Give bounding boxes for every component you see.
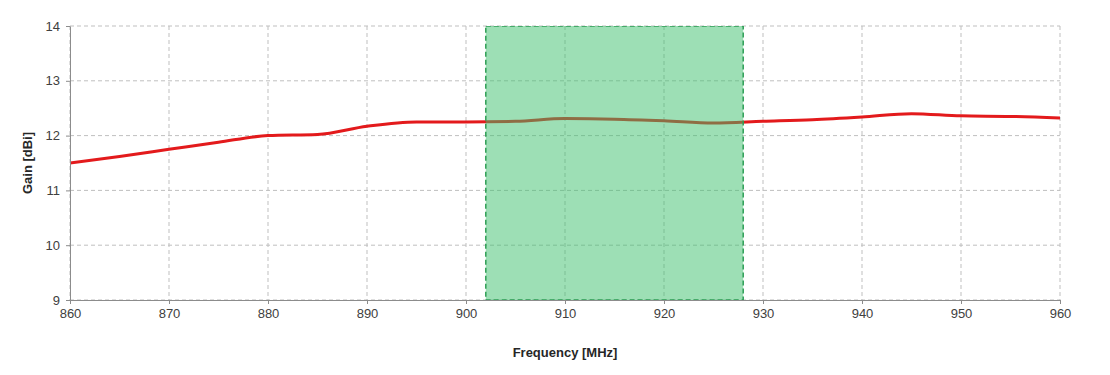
x-grid-line (763, 26, 764, 300)
x-tick: 860 (60, 300, 82, 321)
x-tick-label: 870 (159, 306, 181, 321)
x-tick-label: 880 (258, 306, 280, 321)
y-tick-mark (66, 190, 70, 191)
marks (70, 26, 1060, 300)
plot-area: 8608708808909009109209309409509609101112… (46, 19, 1072, 322)
y-axis-line (70, 27, 71, 301)
y-tick-label: 10 (46, 238, 60, 253)
x-tick-mark (268, 300, 269, 304)
x-tick: 940 (852, 300, 874, 321)
chart: 8608708808909009109209309409509609101112… (0, 0, 1110, 375)
x-tick-mark (367, 300, 368, 304)
x-tick: 900 (456, 300, 478, 321)
y-tick: 14 (46, 19, 70, 34)
x-tick: 910 (555, 300, 577, 321)
y-tick-mark (66, 81, 70, 82)
x-tick-mark (961, 300, 962, 304)
y-tick-label: 14 (46, 19, 60, 34)
y-tick: 12 (46, 128, 70, 143)
y-tick: 10 (46, 238, 70, 253)
y-tick-mark (66, 245, 70, 246)
x-grid-line (961, 26, 962, 300)
x-axis: 860 870 880 890 900 910 920 930 940 950 960 (60, 300, 1072, 321)
x-grid-line (367, 26, 368, 300)
x-tick: 920 (654, 300, 676, 321)
y-tick: 9 (53, 293, 70, 308)
x-tick: 930 (753, 300, 775, 321)
x-grid-line (70, 26, 71, 300)
x-tick-mark (664, 300, 665, 304)
x-tick-mark (862, 300, 863, 304)
x-tick-mark (763, 300, 764, 304)
x-tick: 870 (159, 300, 181, 321)
x-tick-mark (565, 300, 566, 304)
x-tick-mark (466, 300, 467, 304)
x-tick-label: 950 (951, 306, 973, 321)
x-tick-mark (1060, 300, 1061, 304)
y-tick-label: 12 (46, 128, 60, 143)
x-tick-label: 890 (357, 306, 379, 321)
y-axis: 9 10 11 12 13 14 (46, 19, 71, 308)
y-tick: 13 (46, 73, 70, 88)
x-tick-label: 930 (753, 306, 775, 321)
x-tick: 890 (357, 300, 379, 321)
y-tick-label: 13 (46, 73, 60, 88)
y-tick: 11 (47, 183, 71, 198)
highlight-band (486, 26, 743, 300)
x-axis-title: Frequency [MHz] (513, 345, 618, 360)
y-tick-label: 9 (53, 293, 60, 308)
y-tick-label: 11 (47, 183, 61, 198)
x-tick: 960 (1050, 300, 1072, 321)
x-tick-mark (169, 300, 170, 304)
y-tick-mark (66, 136, 70, 137)
x-grid-line (862, 26, 863, 300)
x-grid-line (1060, 26, 1061, 300)
x-tick-label: 900 (456, 306, 478, 321)
x-tick: 880 (258, 300, 280, 321)
y-tick-mark (66, 26, 70, 27)
x-tick-mark (70, 300, 71, 304)
x-tick-label: 860 (60, 306, 82, 321)
y-tick-mark (66, 300, 70, 301)
x-tick-label: 920 (654, 306, 676, 321)
x-tick-label: 940 (852, 306, 874, 321)
x-tick-label: 910 (555, 306, 577, 321)
y-axis-title: Gain [dBi] (20, 132, 35, 194)
grid (70, 26, 1060, 300)
x-grid-line (169, 26, 170, 300)
x-tick-label: 960 (1050, 306, 1072, 321)
x-grid-line (268, 26, 269, 300)
x-grid-line (466, 26, 467, 300)
x-tick: 950 (951, 300, 973, 321)
